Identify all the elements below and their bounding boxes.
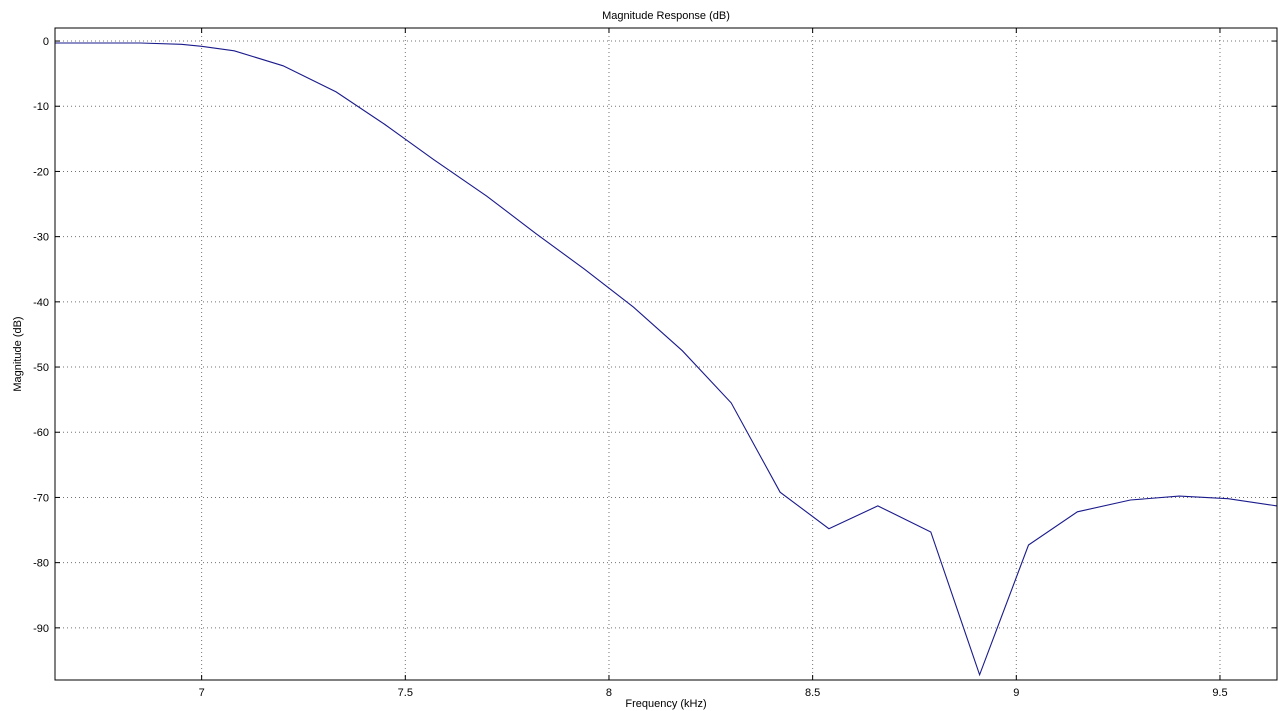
x-tick-label: 7 <box>199 687 205 699</box>
y-tick-label: -10 <box>33 101 49 113</box>
x-tick-label: 9.5 <box>1212 687 1227 699</box>
y-tick-label: -40 <box>33 297 49 309</box>
x-tick-label: 8.5 <box>805 687 820 699</box>
x-tick-label: 9 <box>1013 687 1019 699</box>
x-tick-label: 8 <box>606 687 612 699</box>
y-tick-label: 0 <box>43 36 49 48</box>
y-tick-label: -60 <box>33 427 49 439</box>
axis-ticks: 7 7.5 8 8.5 9 9.5 0 -10 -20 -30 -40 -50 -60 -70 -80 -90 <box>33 28 1277 699</box>
x-axis-label: Frequency (kHz) <box>625 698 706 710</box>
plot-area <box>55 42 1278 677</box>
y-tick-label: -30 <box>33 232 49 244</box>
chart-title: Magnitude Response (dB) <box>602 10 730 22</box>
y-tick-label: -80 <box>33 558 49 570</box>
x-tick-label: 7.5 <box>398 687 413 699</box>
grid-lines <box>55 28 1277 680</box>
y-tick-label: -70 <box>33 492 49 504</box>
y-tick-label: -90 <box>33 623 49 635</box>
series-line <box>55 42 1278 677</box>
y-tick-label: -20 <box>33 166 49 178</box>
plot-frame <box>54 27 1278 681</box>
y-axis-label: Magnitude (dB) <box>12 316 24 391</box>
y-tick-label: -50 <box>33 362 49 374</box>
